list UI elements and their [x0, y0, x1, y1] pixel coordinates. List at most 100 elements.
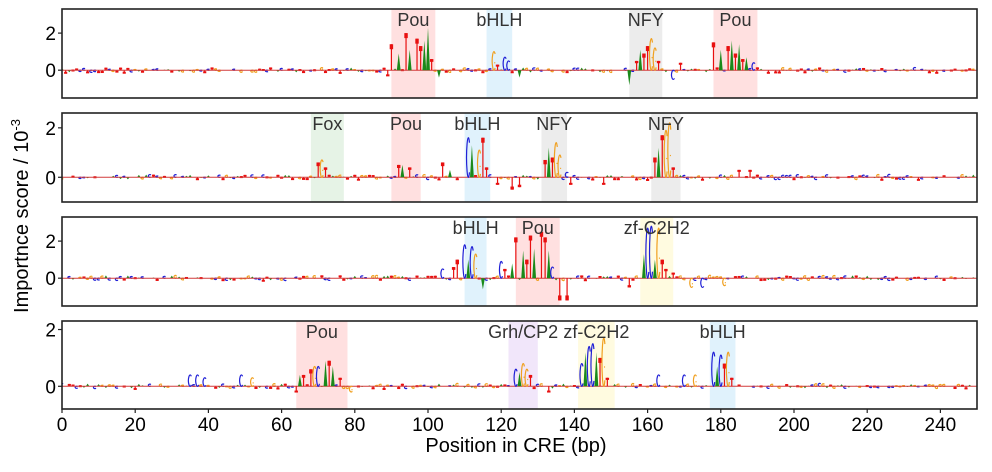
logo-mark-A: [353, 275, 357, 279]
logo-mark-T-cap: [345, 177, 350, 180]
logo-mark-T-cap: [675, 276, 679, 279]
logo-mark-T: [134, 386, 136, 389]
logo-mark-G: [663, 129, 668, 178]
logo-mark-T: [317, 162, 319, 178]
logo-mark-T-cap: [646, 178, 650, 181]
logo-mark-T-cap: [532, 387, 536, 390]
logo-mark-T: [485, 167, 488, 178]
logo-mark-A: [718, 49, 723, 71]
logo-mark-T: [566, 70, 568, 72]
logo-mark-G: [652, 47, 657, 71]
logo-mark-A: [561, 383, 566, 387]
logo-mark-G: [319, 159, 324, 178]
logo-mark-T-cap: [503, 384, 507, 387]
logo-mark-T-cap: [407, 167, 412, 170]
logo-mark-T-cap: [733, 53, 738, 58]
logo-mark-A: [499, 383, 503, 387]
logo-mark-T-cap: [415, 275, 419, 278]
y-tick-label: 0: [45, 377, 56, 398]
logo-mark-T: [277, 386, 279, 388]
x-tick-label: 160: [632, 415, 664, 436]
x-tick-label: 100: [412, 415, 444, 436]
logo-mark-A: [517, 372, 522, 387]
logo-mark-T-cap: [964, 387, 968, 390]
logo-mark-C: [586, 345, 591, 387]
logo-mark-T-cap: [382, 67, 386, 70]
logo-mark-T-cap: [294, 390, 298, 393]
logo-mark-T: [540, 231, 543, 279]
logo-mark-T: [324, 167, 327, 178]
logo-mark-T-cap: [214, 386, 218, 389]
logo-mark-G: [312, 365, 317, 387]
logo-mark-T: [544, 159, 546, 178]
logo-mark-T: [636, 60, 638, 71]
logo-mark-T: [804, 70, 806, 72]
logo-mark-T: [936, 70, 938, 73]
logo-mark-T: [881, 177, 883, 180]
logo-mark-T-cap: [291, 178, 295, 181]
logo-mark-T-cap: [451, 267, 456, 270]
logo-mark-T-cap: [627, 285, 632, 288]
logo-mark-G: [476, 149, 482, 178]
logo-mark-A: [426, 27, 430, 71]
motif-label: NFY: [628, 10, 664, 30]
logo-mark-T: [636, 177, 638, 179]
logo-mark-T-cap: [64, 71, 68, 74]
logo-mark-C: [187, 374, 192, 387]
logo-mark-T: [420, 46, 422, 71]
motif-label: Pou: [306, 322, 338, 342]
y-axis-title: Importnce score / 10-3: [8, 119, 33, 313]
logo-mark-T: [390, 44, 392, 71]
logo-mark-T: [760, 278, 762, 280]
logo-mark-A: [653, 259, 657, 279]
logo-mark-A: [536, 177, 540, 180]
logo-mark-A: [400, 275, 405, 279]
logo-mark-T-cap: [660, 259, 664, 265]
logo-mark-T: [661, 135, 663, 178]
logo-mark-A: [656, 147, 661, 178]
logo-mark-T-cap: [338, 377, 342, 380]
motif-label: zf-C2H2: [563, 322, 629, 342]
logo-mark-C: [718, 354, 723, 387]
logo-mark-T: [87, 70, 89, 72]
logo-mark-T: [778, 70, 780, 72]
logo-mark-T: [456, 259, 458, 279]
logo-mark-T-cap: [338, 71, 342, 74]
y-tick-label: 0: [45, 61, 56, 82]
logo-mark-T-cap: [829, 384, 833, 387]
logo-mark-T: [775, 70, 777, 72]
logo-mark-T-cap: [671, 167, 675, 170]
logo-mark-T: [453, 267, 455, 279]
logo-mark-T-cap: [276, 387, 280, 390]
logo-mark-T-cap: [953, 387, 957, 390]
logo-mark-C: [656, 374, 661, 387]
x-axis-title: Position in CRE (bp): [425, 435, 606, 457]
logo-mark-A: [188, 174, 192, 178]
logo-mark-T-cap: [382, 387, 386, 390]
logo-mark-T-cap: [71, 175, 75, 178]
logo-mark-T: [679, 62, 682, 71]
logo-mark-T-cap: [737, 384, 741, 387]
motif-highlight: [486, 9, 513, 98]
logo-mark-T-cap: [715, 67, 719, 70]
logo-mark-T: [603, 177, 605, 185]
motif-label: Pou: [390, 114, 422, 134]
logo-mark-T-cap: [481, 71, 485, 74]
logo-mark-T-cap: [880, 178, 884, 181]
logo-mark-T-cap: [591, 178, 595, 181]
logo-mark-T-cap: [484, 167, 489, 170]
logo-mark-G: [553, 142, 558, 178]
logo-mark-T-cap: [558, 295, 562, 301]
x-tick-label: 20: [125, 415, 146, 436]
logo-mark-T-cap: [301, 275, 306, 278]
logo-mark-T-cap: [440, 162, 445, 167]
logo-mark-T-cap: [580, 275, 584, 278]
logo-mark-C: [440, 268, 445, 279]
motif-highlight: [709, 321, 736, 409]
logo-mark-T-cap: [601, 182, 606, 185]
logo-mark-A: [678, 175, 683, 178]
logo-mark-T-cap: [353, 174, 357, 177]
motif-highlight: [508, 321, 538, 409]
motif-highlight: [391, 113, 421, 202]
